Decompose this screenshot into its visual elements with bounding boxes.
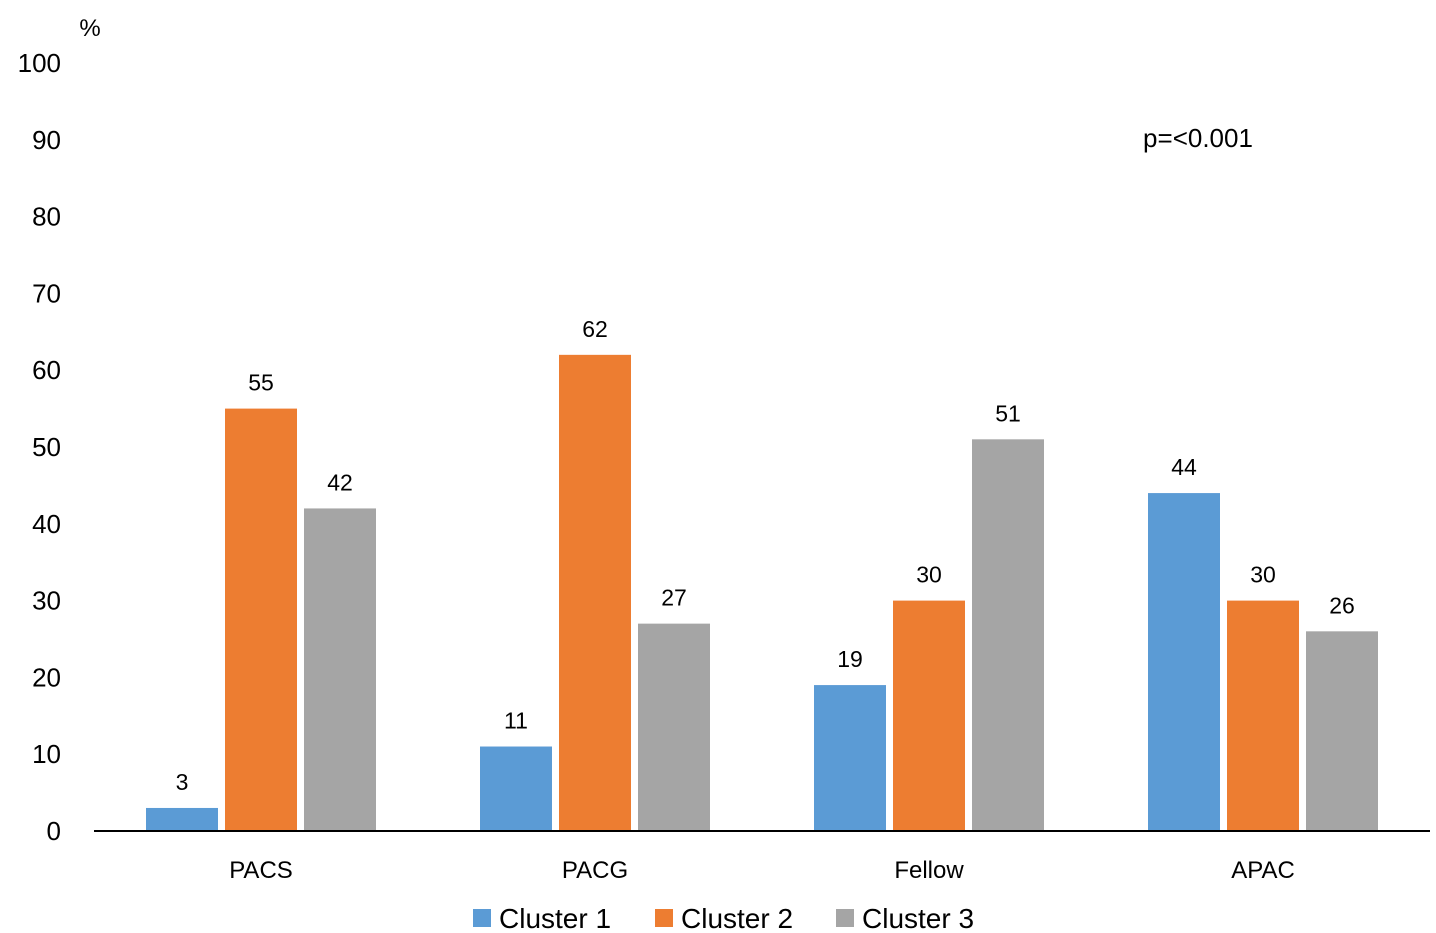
y-tick-label: 90	[32, 125, 61, 155]
bar-value-label: 42	[327, 469, 353, 495]
legend-label: Cluster 2	[681, 903, 793, 933]
bar	[972, 439, 1044, 831]
y-tick-label: 80	[32, 202, 61, 232]
bar	[559, 354, 631, 831]
bar-value-label: 30	[916, 562, 942, 588]
y-axis-ticks: 0 10 20 30 40 50 60 70 80 90 100	[18, 48, 61, 846]
y-tick-label: 10	[32, 739, 61, 769]
y-tick-label: 30	[32, 586, 61, 616]
y-tick-label: 0	[47, 816, 61, 846]
bar-value-label: 11	[504, 708, 528, 734]
legend-label: Cluster 3	[862, 903, 974, 933]
y-tick-label: 60	[32, 355, 61, 385]
bar	[304, 508, 376, 831]
y-tick-label: 70	[32, 278, 61, 308]
bar	[893, 600, 965, 831]
bar	[814, 685, 886, 831]
legend: Cluster 1 Cluster 2 Cluster 3	[473, 903, 974, 933]
bar-value-label: 51	[995, 400, 1021, 426]
bar-value-label: 3	[176, 769, 189, 795]
bar	[225, 408, 297, 831]
bar	[638, 623, 710, 831]
y-tick-label: 20	[32, 662, 61, 692]
p-value-annotation: p=<0.001	[1143, 123, 1253, 153]
bar-value-label: 30	[1250, 562, 1276, 588]
legend-swatch	[473, 909, 491, 927]
bars	[146, 354, 1378, 831]
bar	[480, 746, 552, 831]
x-tick-label: PACS	[229, 857, 293, 884]
bar-value-label: 44	[1171, 454, 1197, 480]
legend-label: Cluster 1	[499, 903, 611, 933]
y-tick-label: 40	[32, 509, 61, 539]
y-tick-label: 50	[32, 432, 61, 462]
x-tick-label: APAC	[1231, 857, 1295, 884]
legend-swatch	[655, 909, 673, 927]
bar-value-label: 27	[661, 585, 687, 611]
bar	[1227, 600, 1299, 831]
x-axis-ticks: PACS PACG Fellow APAC	[229, 857, 1295, 884]
bar	[1148, 493, 1220, 831]
x-tick-label: PACG	[562, 857, 628, 884]
y-axis-unit-label: %	[79, 15, 100, 42]
bar-value-label: 19	[837, 646, 863, 672]
bar-value-label: 62	[582, 316, 608, 342]
bar	[146, 807, 218, 831]
legend-swatch	[836, 909, 854, 927]
x-tick-label: Fellow	[894, 857, 964, 884]
bar	[1306, 631, 1378, 831]
bar-value-label: 26	[1329, 592, 1355, 618]
data-labels: 3 55 42 11 62 27 19 30 51 44 30 26	[176, 316, 1355, 795]
bar-value-label: 55	[248, 370, 274, 396]
y-tick-label: 100	[18, 48, 61, 78]
